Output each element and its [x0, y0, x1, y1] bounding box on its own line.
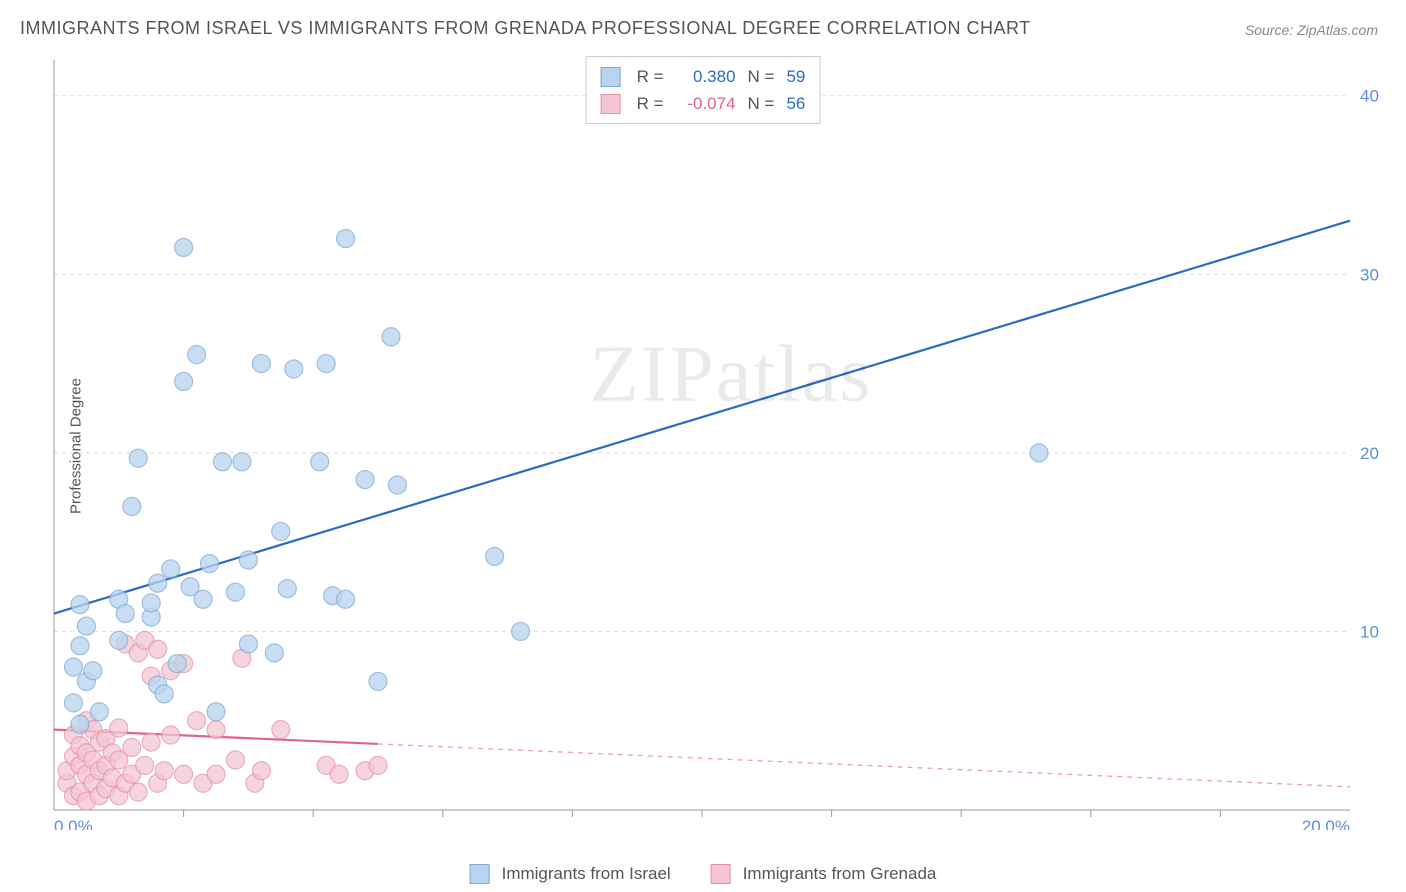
svg-text:30.0%: 30.0% [1360, 265, 1380, 284]
n-value-israel: 59 [786, 63, 805, 90]
stats-row-series-2: R = -0.074 N = 56 [601, 90, 806, 117]
swatch-israel [601, 67, 621, 87]
r-label: R = [637, 90, 664, 117]
n-value-grenada: 56 [786, 90, 805, 117]
stats-legend-box: R = 0.380 N = 59 R = -0.074 N = 56 [586, 56, 821, 124]
n-label: N = [748, 90, 775, 117]
scatter-plot-svg: 10.0% 20.0% 30.0% 40.0% 0.0% 20.0% [50, 50, 1380, 830]
r-value-grenada: -0.074 [676, 90, 736, 117]
swatch-israel [470, 864, 490, 884]
legend-label-grenada: Immigrants from Grenada [743, 864, 937, 884]
legend-label-israel: Immigrants from Israel [502, 864, 671, 884]
svg-text:20.0%: 20.0% [1360, 444, 1380, 463]
r-value-israel: 0.380 [676, 63, 736, 90]
swatch-grenada [711, 864, 731, 884]
svg-text:10.0%: 10.0% [1360, 622, 1380, 641]
source-attribution: Source: ZipAtlas.com [1245, 22, 1378, 38]
legend-bottom: Immigrants from Israel Immigrants from G… [470, 864, 937, 884]
stats-row-series-1: R = 0.380 N = 59 [601, 63, 806, 90]
legend-item-israel: Immigrants from Israel [470, 864, 671, 884]
legend-item-grenada: Immigrants from Grenada [711, 864, 937, 884]
svg-text:40.0%: 40.0% [1360, 87, 1380, 106]
svg-text:0.0%: 0.0% [54, 817, 93, 830]
chart-title: IMMIGRANTS FROM ISRAEL VS IMMIGRANTS FRO… [20, 18, 1031, 39]
swatch-grenada [601, 94, 621, 114]
svg-text:20.0%: 20.0% [1302, 817, 1350, 830]
chart-plot-area: 10.0% 20.0% 30.0% 40.0% 0.0% 20.0% [50, 50, 1380, 830]
n-label: N = [748, 63, 775, 90]
r-label: R = [637, 63, 664, 90]
